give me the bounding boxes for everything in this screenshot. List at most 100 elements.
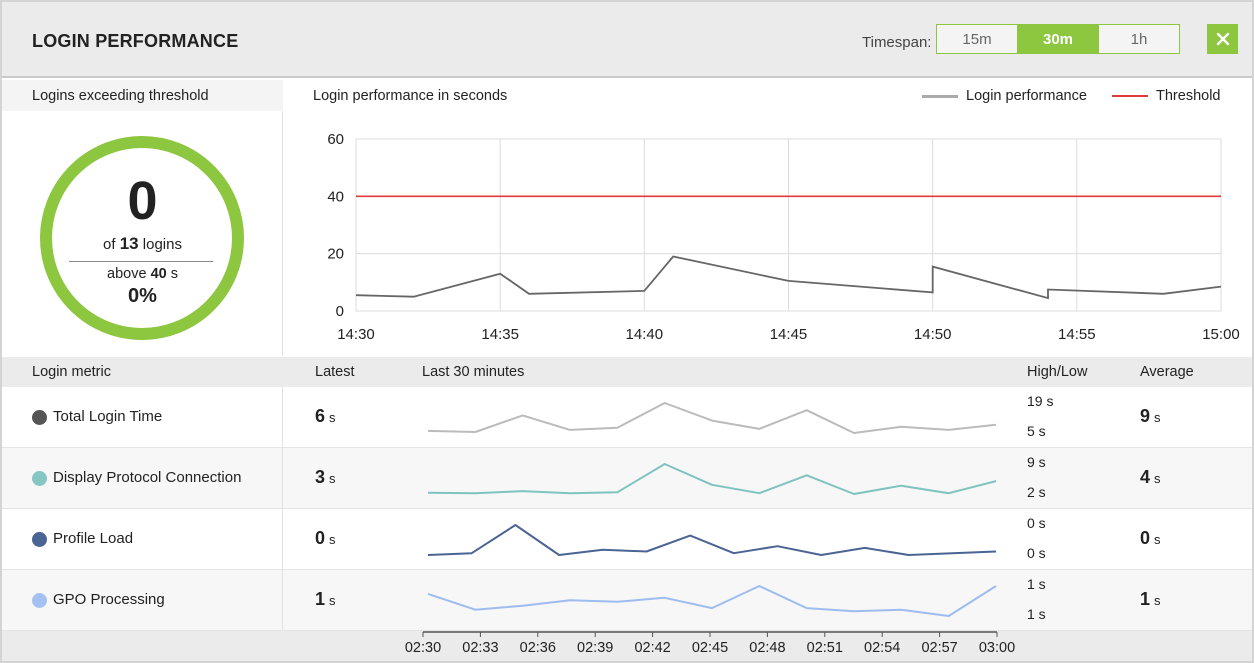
- y-tick-label: 0: [336, 303, 344, 320]
- legend-label-threshold: Threshold: [1156, 88, 1221, 104]
- y-tick-label: 20: [327, 246, 344, 263]
- low-value: 0 s: [1027, 545, 1046, 561]
- x-tick-label: 14:35: [481, 326, 519, 343]
- timespan-1h-button[interactable]: 1h: [1098, 24, 1180, 54]
- timespan-label: Timespan:: [862, 34, 932, 51]
- metric-color-dot: [32, 532, 47, 547]
- low-value: 5 s: [1027, 423, 1046, 439]
- x-tick-label: 15:00: [1202, 326, 1240, 343]
- metric-name-cell: Display Protocol Connection: [2, 448, 283, 509]
- y-tick-label: 60: [327, 131, 344, 148]
- ring-divider: [69, 261, 213, 262]
- login-performance-chart-panel: 14:30 14:35 14:40 14:45 14:50 14:55 15:00 0 20 40…: [284, 80, 1252, 356]
- sparkline-time-axis: 02:30 02:33 02:36 02:39 02:42 02:45 02:48 02:51…: [2, 631, 1252, 661]
- sparkline-path: [427, 402, 997, 434]
- close-button[interactable]: [1207, 24, 1238, 54]
- chart-title: Login performance in seconds: [313, 88, 508, 104]
- header-bar: LOGIN PERFORMANCE Timespan: 15m 30m 1h: [2, 2, 1252, 78]
- latest-unit: s: [329, 593, 336, 608]
- threshold-value: 40: [150, 266, 167, 282]
- latest-unit: s: [329, 471, 336, 486]
- average-unit: s: [1154, 593, 1161, 608]
- metric-name-cell: GPO Processing: [2, 570, 283, 631]
- sparkline-total-login-time: [427, 402, 997, 434]
- sparkline-profile-load: [427, 524, 997, 556]
- latest-unit: s: [329, 532, 336, 547]
- metrics-table-header: Login metric Latest Last 30 minutes High…: [2, 357, 1252, 387]
- sparkline-path: [427, 463, 997, 495]
- exceeding-count: 0: [127, 171, 158, 231]
- time-axis-label: 02:45: [692, 640, 728, 656]
- time-axis-label: 02:33: [462, 640, 498, 656]
- sparkline-path: [427, 524, 997, 556]
- above-unit: s: [170, 266, 178, 282]
- login-performance-chart: 14:30 14:35 14:40 14:45 14:50 14:55 15:00 0 20 40…: [327, 131, 1240, 343]
- timespan-15m-button[interactable]: 15m: [936, 24, 1018, 54]
- timespan-30m-button[interactable]: 30m: [1017, 24, 1099, 54]
- sparkline-gpo-processing: [427, 585, 997, 617]
- average-number: 4: [1140, 467, 1151, 487]
- average-number: 9: [1140, 406, 1151, 426]
- metric-name: Total Login Time: [53, 408, 163, 425]
- high-value: 1 s: [1027, 576, 1046, 592]
- sparkline-path: [427, 585, 997, 617]
- high-value: 19 s: [1027, 393, 1054, 409]
- metric-color-dot: [32, 410, 47, 425]
- total-logins-line: of 13 logins: [2, 234, 283, 254]
- time-axis-label: 02:36: [520, 640, 556, 656]
- of-prefix: of: [103, 236, 116, 253]
- of-suffix: logins: [142, 236, 182, 253]
- legend-login-performance[interactable]: Login performance: [922, 88, 1087, 104]
- time-axis-label: 02:42: [634, 640, 670, 656]
- metric-name: GPO Processing: [53, 591, 165, 608]
- metric-color-dot: [32, 471, 47, 486]
- exceeding-percent: 0%: [128, 285, 157, 307]
- header-last-30-minutes: Last 30 minutes: [422, 364, 525, 380]
- latest-number: 3: [315, 467, 326, 487]
- x-tick-label: 14:55: [1058, 326, 1096, 343]
- low-value: 2 s: [1027, 484, 1046, 500]
- metric-name-cell: Total Login Time: [2, 387, 283, 448]
- above-prefix: above: [107, 266, 147, 282]
- high-value: 9 s: [1027, 454, 1046, 470]
- metric-color-dot: [32, 593, 47, 608]
- time-axis-label: 02:39: [577, 640, 613, 656]
- average-unit: s: [1154, 471, 1161, 486]
- summary-heading: Logins exceeding threshold: [32, 88, 209, 104]
- legend-label-login-performance: Login performance: [966, 88, 1087, 104]
- latest-unit: s: [329, 410, 336, 425]
- time-axis-label: 02:51: [807, 640, 843, 656]
- legend-threshold[interactable]: Threshold: [1112, 88, 1220, 104]
- x-tick-label: 14:50: [914, 326, 952, 343]
- total-logins: 13: [119, 234, 139, 253]
- latest-number: 0: [315, 528, 326, 548]
- average-unit: s: [1154, 410, 1161, 425]
- time-axis-label: 02:54: [864, 640, 900, 656]
- time-axis-label: 02:30: [405, 640, 441, 656]
- sparkline-display-protocol: [427, 463, 997, 495]
- time-axis-label: 02:57: [921, 640, 957, 656]
- latest-number: 6: [315, 406, 326, 426]
- metric-name-cell: Profile Load: [2, 509, 283, 570]
- sparkline-time-axis-svg: 02:30 02:33 02:36 02:39 02:42 02:45 02:48 02:51…: [405, 631, 1015, 656]
- header-high-low: High/Low: [1027, 364, 1088, 380]
- low-value: 1 s: [1027, 606, 1046, 622]
- legend-swatch-threshold: [1112, 95, 1148, 97]
- header-login-metric: Login metric: [32, 364, 111, 380]
- page-title: LOGIN PERFORMANCE: [32, 31, 239, 51]
- metric-name: Profile Load: [53, 530, 134, 547]
- average-number: 0: [1140, 528, 1151, 548]
- average-unit: s: [1154, 532, 1161, 547]
- threshold-line: above 40 s: [2, 266, 283, 282]
- threshold-summary-panel: Logins exceeding threshold 0 of 13 login…: [2, 80, 283, 356]
